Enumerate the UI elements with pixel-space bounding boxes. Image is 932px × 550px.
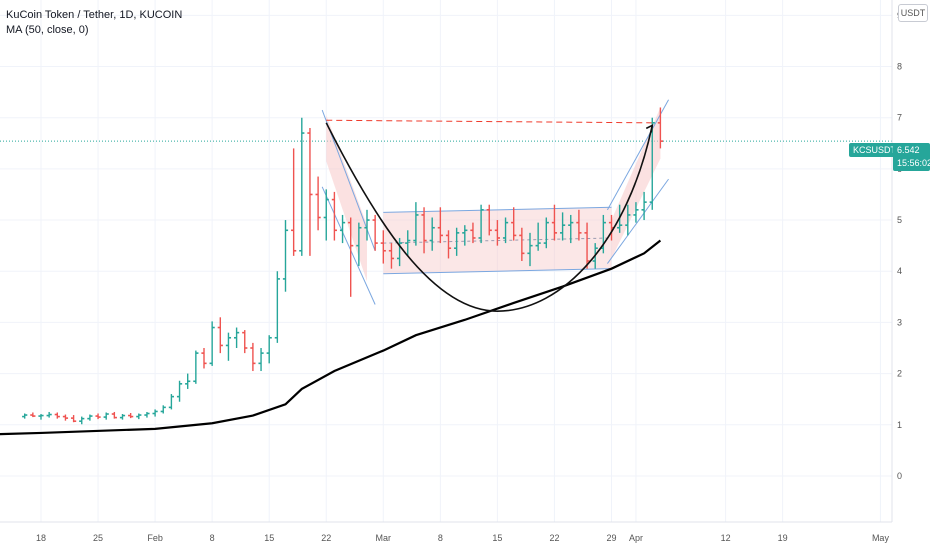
x-tick-label: 8 xyxy=(438,533,443,543)
cup-overlay xyxy=(325,122,654,312)
x-tick-label: May xyxy=(872,533,890,543)
y-tick-label: 8 xyxy=(897,62,902,72)
cup-curve xyxy=(325,122,654,312)
x-tick-label: 15 xyxy=(492,533,502,543)
x-tick-label: 12 xyxy=(721,533,731,543)
currency-selector[interactable]: USDT xyxy=(898,4,928,22)
ticker-label: KCSUSDT xyxy=(849,143,902,157)
channel-line xyxy=(607,178,669,264)
indicator-legend: MA (50, close, 0) xyxy=(6,24,89,36)
channel-line xyxy=(321,186,376,305)
x-tick-label: Apr xyxy=(629,533,643,543)
x-tick-label: 8 xyxy=(210,533,215,543)
x-tick-label: 19 xyxy=(778,533,788,543)
ma-line xyxy=(0,239,662,436)
y-axis: 0123456789 xyxy=(891,0,902,522)
channel-line xyxy=(606,99,669,211)
grid-lines xyxy=(0,0,892,522)
cup-arrowhead xyxy=(645,123,654,133)
x-tick-label: 15 xyxy=(264,533,274,543)
x-tick-label: 22 xyxy=(321,533,331,543)
y-tick-label: 2 xyxy=(897,369,902,379)
resistance-line xyxy=(326,119,653,124)
x-tick-label: Feb xyxy=(147,533,163,543)
pattern-shade-left xyxy=(326,115,367,282)
channel-line xyxy=(383,268,612,275)
x-tick-label: 22 xyxy=(549,533,559,543)
last-price-label: 6.542 15:56:02 xyxy=(893,143,932,171)
pattern-annotations xyxy=(0,99,892,305)
y-tick-label: 0 xyxy=(897,471,902,481)
moving-average xyxy=(0,239,662,436)
chart-title: KuCoin Token / Tether, 1D, KUCOIN xyxy=(6,9,183,21)
candle-countdown: 15:56:02 xyxy=(897,158,932,168)
x-tick-label: Mar xyxy=(376,533,392,543)
y-tick-label: 5 xyxy=(897,215,902,225)
x-axis: 18 25 Feb 8 15 22 Mar 8 15 22 29 Apr 12 19 May xyxy=(0,521,892,543)
y-tick-label: 1 xyxy=(897,420,902,430)
channel-line xyxy=(383,206,612,213)
last-price: 6.542 xyxy=(897,145,920,155)
y-tick-label: 4 xyxy=(897,266,902,276)
x-tick-label: 25 xyxy=(93,533,103,543)
y-tick-label: 3 xyxy=(897,317,902,327)
y-tick-label: 7 xyxy=(897,113,902,123)
x-tick-label: 18 xyxy=(36,533,46,543)
x-tick-label: 29 xyxy=(606,533,616,543)
